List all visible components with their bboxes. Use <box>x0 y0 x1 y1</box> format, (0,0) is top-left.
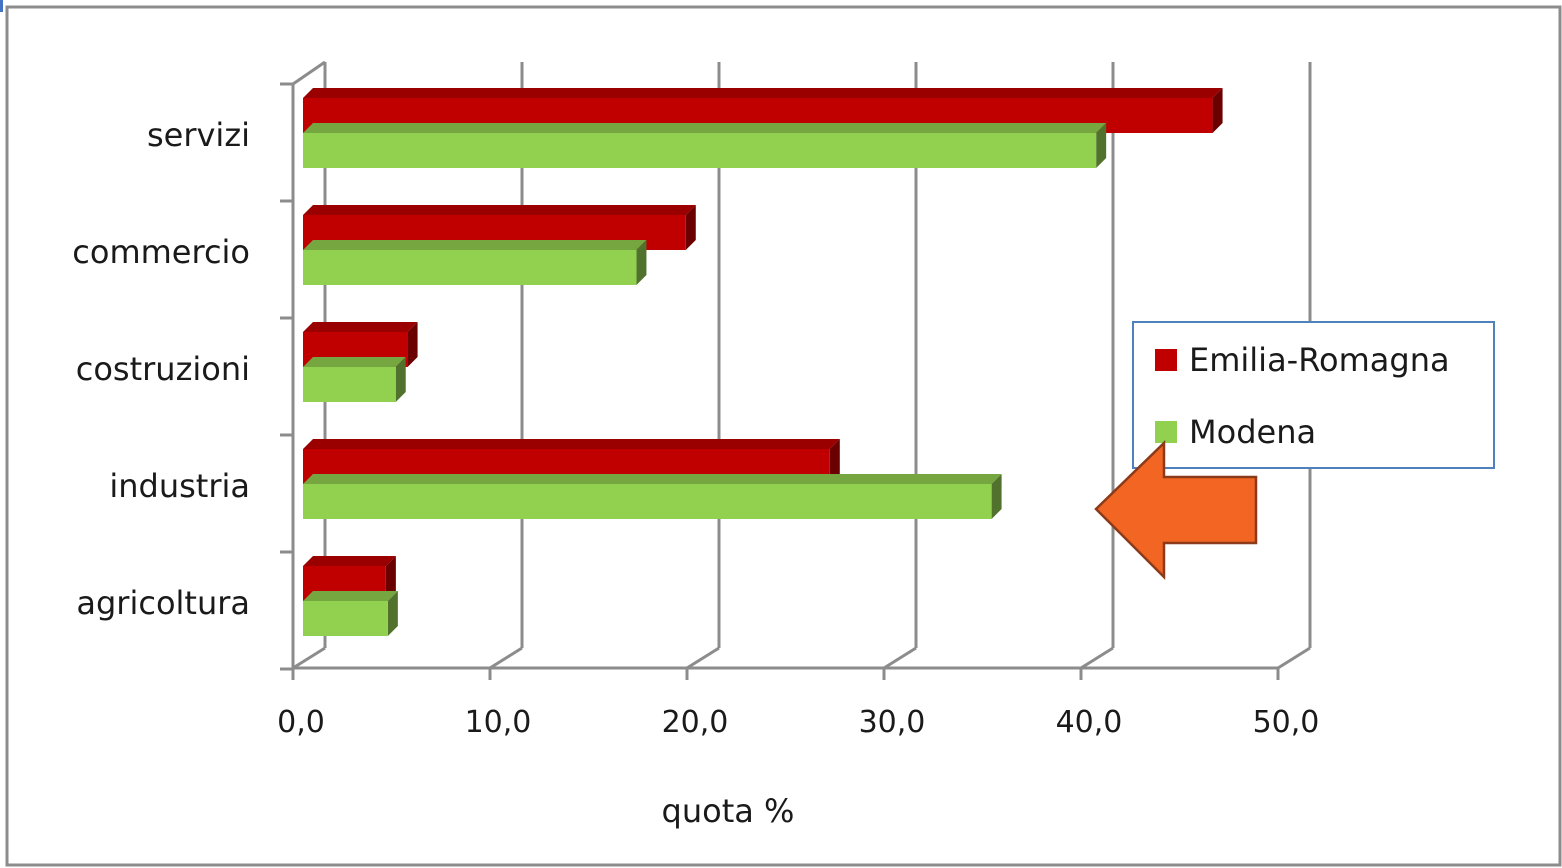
legend-box <box>1132 321 1495 469</box>
floor-line-0 <box>292 646 326 670</box>
bar-modena-industria <box>303 474 1002 519</box>
side-wall-top <box>292 60 326 86</box>
x-tick-label-5: 50,0 <box>1253 705 1320 740</box>
x-axis-title: quota % <box>662 792 795 830</box>
x-tick-label-0: 0,0 <box>277 705 325 740</box>
floor-line-1 <box>489 646 523 670</box>
arrow-annotation-icon <box>1094 440 1258 581</box>
category-label-agricoltura: agricoltura <box>76 584 250 622</box>
category-label-industria: industria <box>109 467 250 505</box>
legend-label-modena: Modena <box>1189 413 1316 451</box>
bars-layer <box>303 88 1223 636</box>
x-tick-label-3: 30,0 <box>859 705 926 740</box>
legend: Emilia-Romagna Modena <box>1132 321 1495 469</box>
bar-modena-commercio <box>303 240 647 285</box>
floor-line-4 <box>1080 646 1114 670</box>
floor-line-2 <box>686 646 720 670</box>
floor-line-5 <box>1277 646 1311 670</box>
corner-mark <box>0 0 3 12</box>
legend-swatch-emilia-romagna <box>1155 349 1177 371</box>
bar-modena-servizi <box>303 123 1107 168</box>
bar-modena-agricoltura <box>303 591 398 636</box>
category-label-costruzioni: costruzioni <box>76 350 250 388</box>
category-label-commercio: commercio <box>72 233 250 271</box>
x-tick-label-2: 20,0 <box>662 705 729 740</box>
x-tick-label-4: 40,0 <box>1056 705 1123 740</box>
floor-line-3 <box>883 646 917 670</box>
labels-layer: 0,0 10,0 20,0 30,0 40,0 50,0 servizi commercio c… <box>72 116 1319 740</box>
category-label-servizi: servizi <box>147 116 250 154</box>
legend-swatch-modena <box>1155 421 1177 443</box>
x-tick-label-1: 10,0 <box>465 705 532 740</box>
bar-modena-costruzioni <box>303 357 406 402</box>
legend-label-emilia-romagna: Emilia-Romagna <box>1189 341 1450 379</box>
